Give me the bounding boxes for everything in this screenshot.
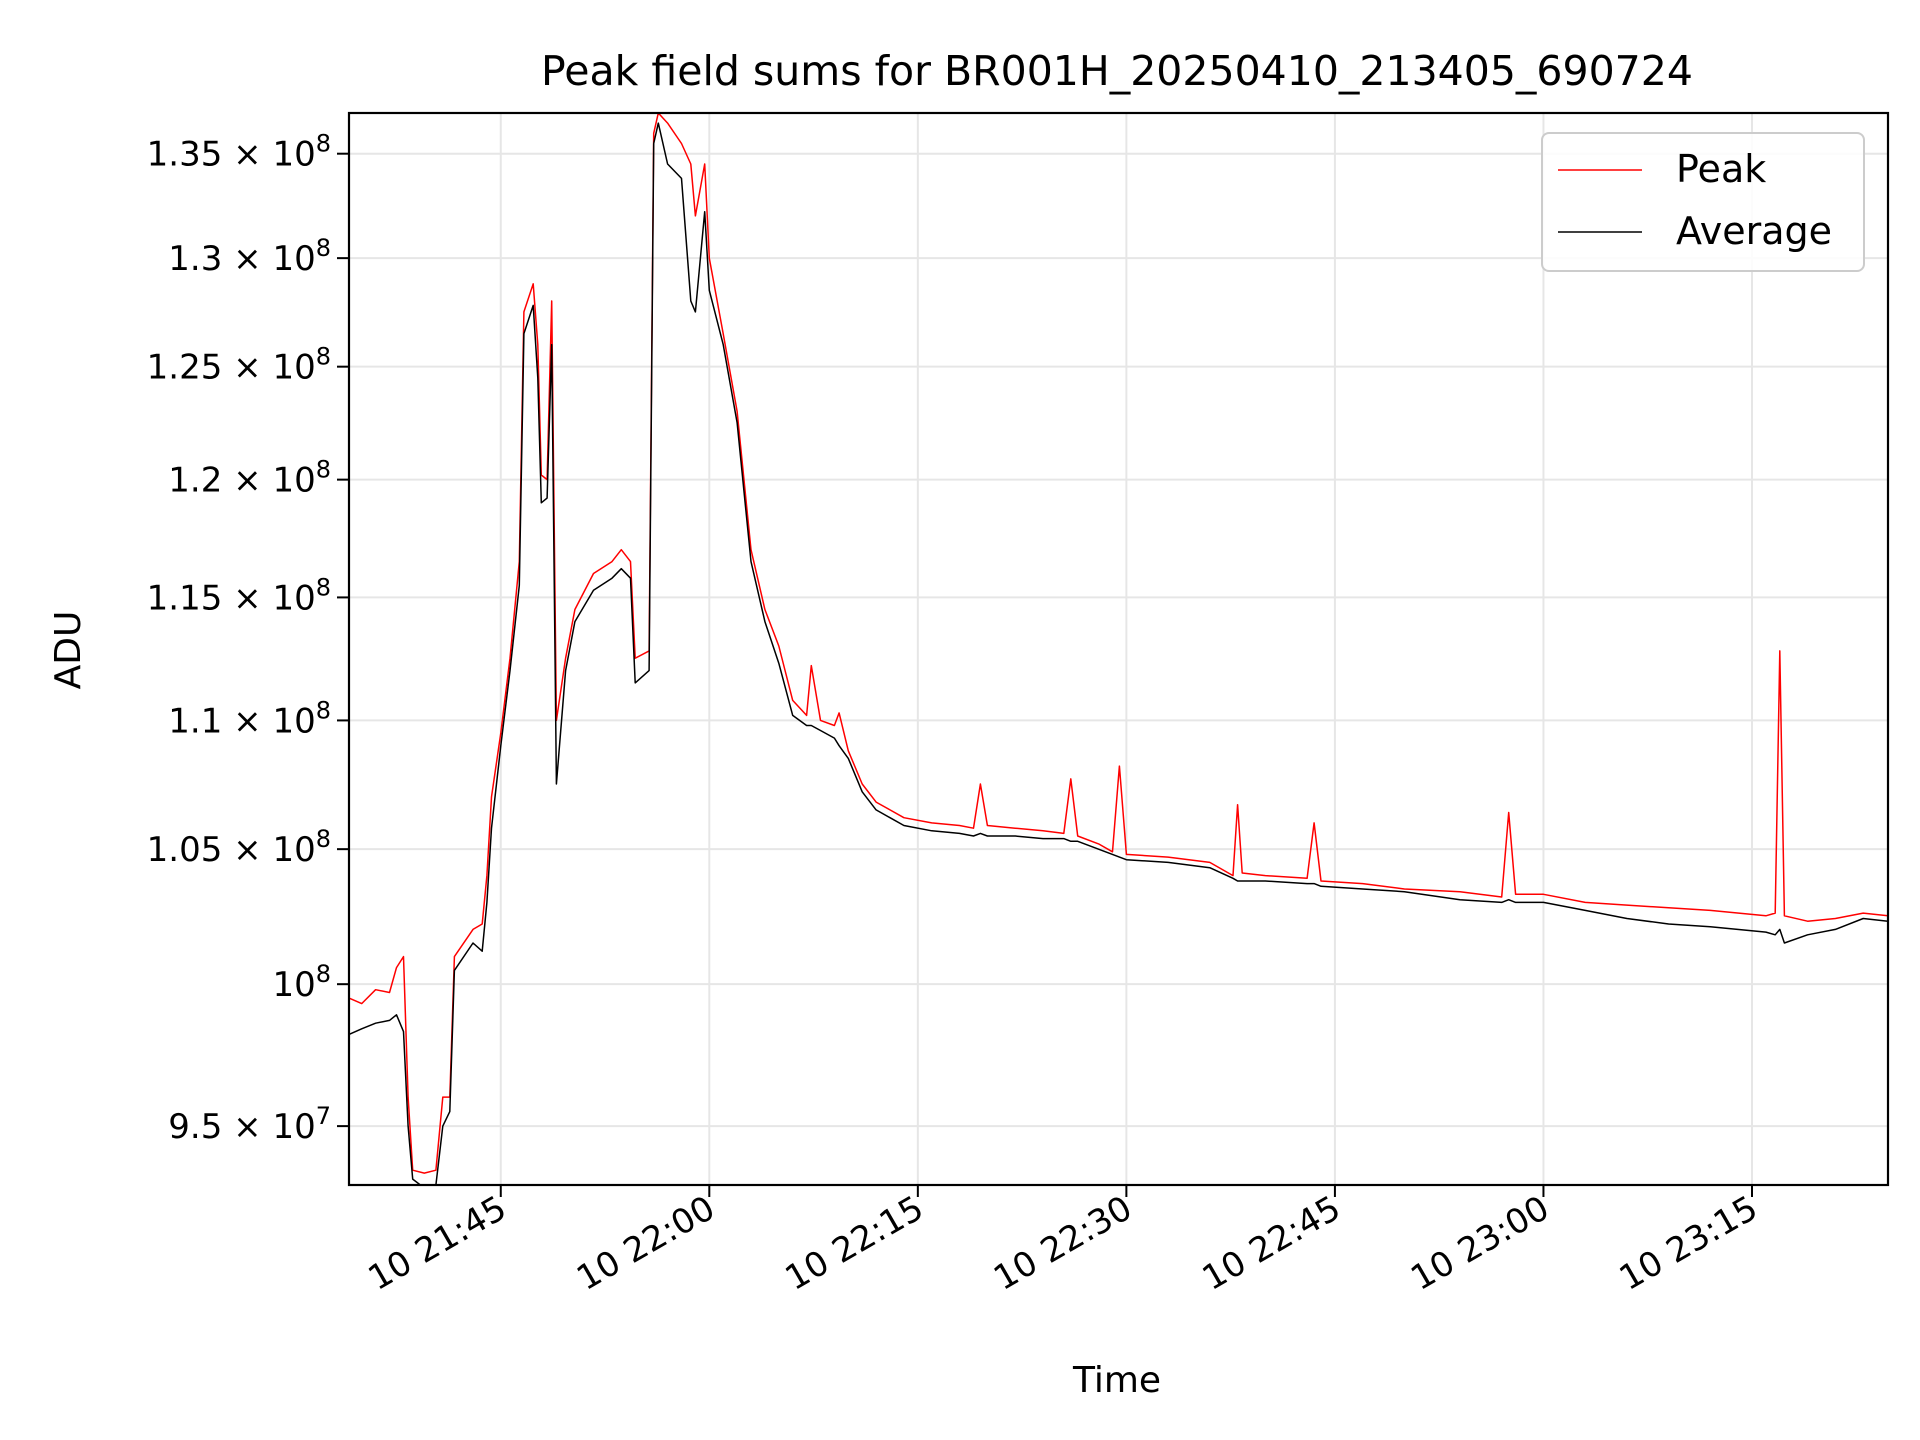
plot-frame xyxy=(347,111,1890,1187)
legend-frame xyxy=(1541,132,1865,272)
y-tick-label: 1.05 × 108 xyxy=(147,825,331,870)
plot-area xyxy=(349,113,1888,1185)
y-tick-label: 1.15 × 108 xyxy=(147,573,331,618)
grid xyxy=(349,113,1888,1185)
x-axis-label: Time xyxy=(1072,1360,1161,1401)
series-line-peak xyxy=(349,113,1888,1174)
y-tick-label: 1.25 × 108 xyxy=(147,343,331,388)
series-line-average xyxy=(349,122,1888,1185)
chart-title: Peak field sums for BR001H_20250410_2134… xyxy=(541,47,1693,95)
y-tick-label: 1.3 × 108 xyxy=(168,234,331,279)
legend-label-peak: Peak xyxy=(1676,147,1766,191)
y-tick-label: 1.35 × 108 xyxy=(147,130,331,175)
y-tick-label: 1.1 × 108 xyxy=(168,696,331,741)
y-tick-label: 1.2 × 108 xyxy=(168,456,331,501)
legend-label-average: Average xyxy=(1676,209,1832,253)
legend: Peak Average xyxy=(1541,132,1865,272)
y-axis-label: ADU xyxy=(48,611,89,690)
y-tick-label: 9.5 × 107 xyxy=(168,1102,331,1147)
